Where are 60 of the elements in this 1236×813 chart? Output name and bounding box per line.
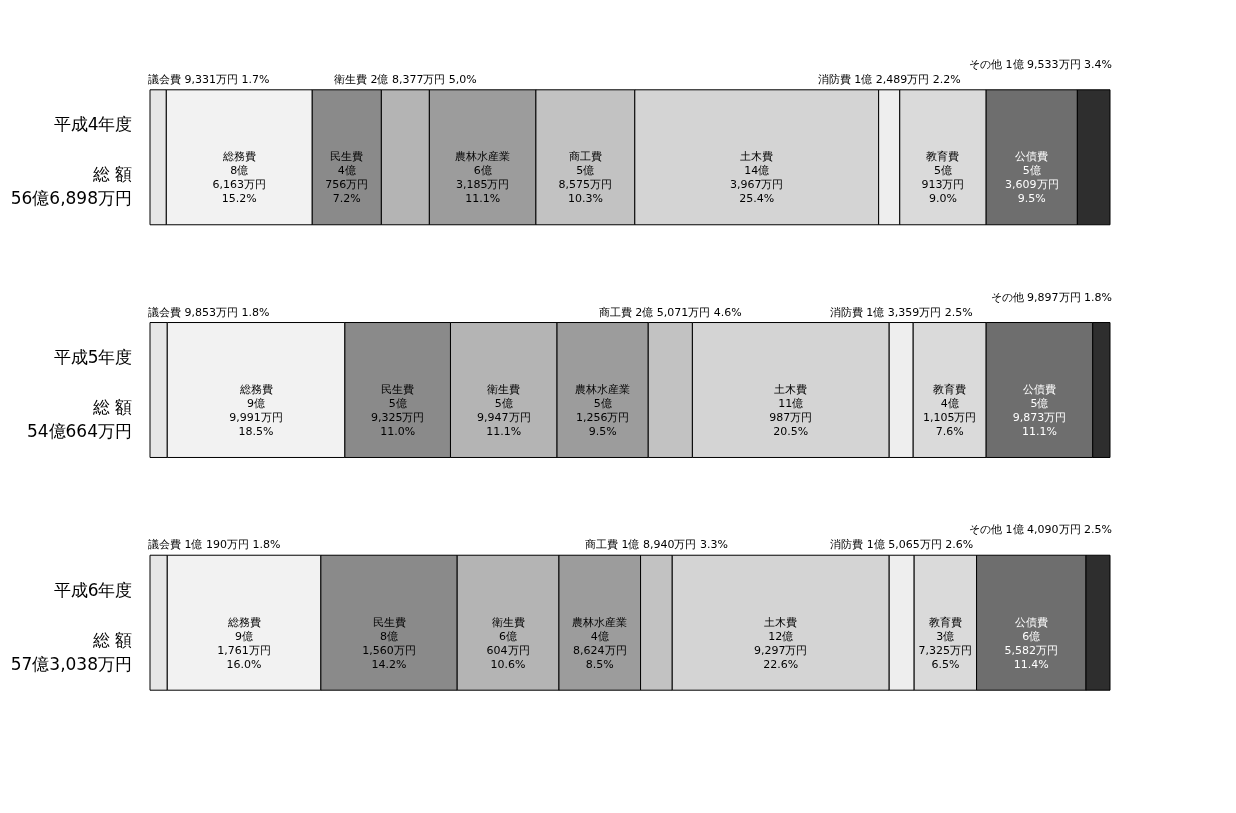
text: 土木費 xyxy=(740,150,774,164)
text: 公債費 xyxy=(1022,383,1056,396)
series-label: 総務費 xyxy=(221,150,256,164)
data-label: 6億 5,582万円 11.4% xyxy=(1004,629,1059,671)
series-label: 衛生費 xyxy=(491,615,525,629)
text: 教育費 xyxy=(926,150,960,164)
text: その他 1億 9,533万円 3.4% xyxy=(969,57,1112,71)
data-label: 9億 9,991万円 18.5% xyxy=(229,397,283,438)
text: 消防費 1億 2,489万円 2.2% xyxy=(817,72,961,86)
data-label: 4億 1,105万円 7.6% xyxy=(922,397,977,438)
text: 衛生費 2億 8,377万円 5,0% xyxy=(333,72,477,86)
text: 消防費 1億 5,065万円 2.6% xyxy=(830,538,974,552)
total-label: 総 額 54億664万円 xyxy=(26,397,132,441)
text: その他 1億 4,090万円 2.5% xyxy=(969,523,1112,537)
data-label: 9億 1,761万円 16.0% xyxy=(217,629,271,671)
text: 議会費 9,331万円 1.7% xyxy=(148,72,270,86)
data-label: 4億 756万円 7.2% xyxy=(325,164,369,206)
series-label: 土木費 xyxy=(774,383,808,396)
text: 消防費 1億 3,359万円 2.5% xyxy=(829,305,973,319)
data-label: 5億 8,575万円 10.3% xyxy=(558,164,613,206)
text: 総務費 xyxy=(239,383,273,396)
text: 公債費 xyxy=(1014,615,1048,629)
data-label: 6億 3,185万円 11.1% xyxy=(455,164,510,206)
series-label: 商工費 xyxy=(568,150,602,164)
text: 総務費 xyxy=(227,615,261,629)
data-label: 8億 6,163万円 15.2% xyxy=(212,164,267,206)
series-label: 教育費 xyxy=(928,615,962,629)
data-label: 5億 9,873万円 11.1% xyxy=(1012,397,1067,438)
data-label: 5億 913万円 9.0% xyxy=(921,164,965,206)
data-label: 14億 3,967万円 25.4% xyxy=(729,164,784,206)
total-label: 総 額 56億6,898万円 xyxy=(10,164,132,209)
total-label: 総 額 57億3,038万円 xyxy=(10,629,132,674)
data-label: 5億 9,947万円 11.1% xyxy=(477,397,531,438)
text: 民生費 xyxy=(381,383,415,396)
text: 議会費 1億 190万円 1.8% xyxy=(148,538,281,552)
text: 商工費 1億 8,940万円 3.3% xyxy=(584,538,728,552)
text: 教育費 xyxy=(933,383,967,396)
data-label: 8億 1,560万円 14.2% xyxy=(362,629,416,671)
series-label: 農林水産業 xyxy=(572,615,628,629)
text: 農林水産業 xyxy=(455,150,511,164)
text: 土木費 xyxy=(764,615,798,629)
data-label: 5億 1,256万円 9.5% xyxy=(575,397,630,438)
data-label: 12億 9,297万円 22.6% xyxy=(753,629,808,671)
data-label: 5億 9,325万円 11.0% xyxy=(370,397,425,438)
text: 議会費 9,853万円 1.8% xyxy=(148,305,270,319)
series-label: 民生費 xyxy=(330,150,364,164)
y-tick-label: 平成5年度 xyxy=(53,347,133,367)
data-label: 5億 3,609万円 9.5% xyxy=(1005,164,1059,206)
y-tick-label: 平成4年度 xyxy=(53,114,133,135)
data-label: 3億 7,325万円 6.5% xyxy=(918,629,973,671)
text: 衛生費 xyxy=(487,383,521,396)
data-label: 11億 987万円 20.5% xyxy=(769,397,813,438)
text: 商工費 2億 5,071万円 4.6% xyxy=(598,305,742,319)
text: 農林水産業 xyxy=(575,383,631,396)
y-tick-label: 平成6年度 xyxy=(53,579,133,600)
data-label: 4億 8,624万円 8.5% xyxy=(573,629,627,671)
series-label: 公債費 xyxy=(1015,150,1049,164)
text: その他 9,897万円 1.8% xyxy=(990,290,1112,304)
text: 民生費 xyxy=(372,615,406,629)
data-label: 6億 604万円 10.6% xyxy=(486,629,530,671)
